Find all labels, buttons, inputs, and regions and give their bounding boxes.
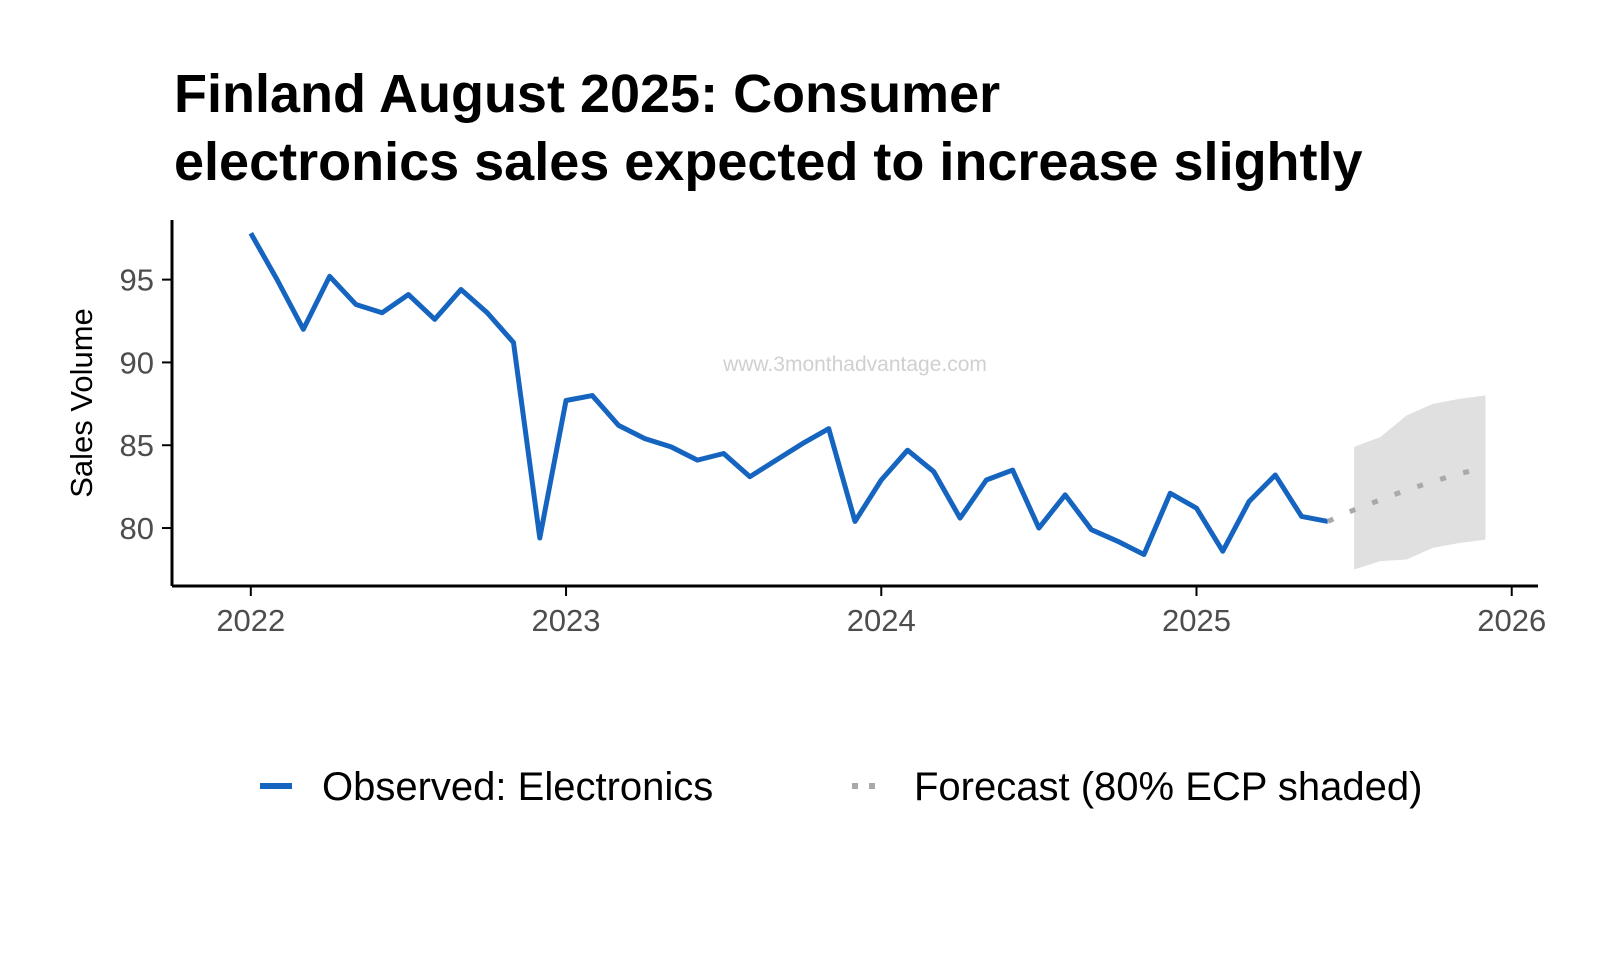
forecast-series-line	[1326, 465, 1486, 524]
forecast-band	[1354, 395, 1486, 570]
legend-label-observed: Observed: Electronics	[322, 765, 713, 809]
x-tick-label: 2026	[1477, 603, 1546, 638]
y-tick-label: 90	[120, 345, 154, 380]
y-tick-label: 80	[120, 511, 154, 546]
chart-title-line-1: Finland August 2025: Consumer	[174, 64, 1000, 124]
observed-series-line	[248, 232, 1329, 558]
y-tick-label: 95	[120, 263, 154, 298]
x-tick-label: 2022	[216, 603, 285, 638]
plot-area	[248, 232, 1486, 570]
x-tick-label: 2025	[1162, 603, 1231, 638]
legend: Observed: Electronics Forecast (80% ECP …	[260, 765, 1422, 809]
legend-item-forecast: Forecast (80% ECP shaded)	[852, 765, 1422, 809]
x-tick-label: 2023	[532, 603, 601, 638]
chart-title-line-2: electronics sales expected to increase s…	[174, 132, 1363, 192]
chart-title: Finland August 2025: Consumer electronic…	[174, 64, 1363, 192]
watermark: www.3monthadvantage.com	[722, 353, 987, 376]
y-axis-title: Sales Volume	[64, 308, 99, 498]
y-tick-label: 85	[120, 428, 154, 463]
legend-label-forecast: Forecast (80% ECP shaded)	[914, 765, 1422, 809]
legend-item-observed: Observed: Electronics	[260, 765, 713, 809]
axes: 2022 2023 2024 2025 2026 80 85 90 95	[120, 220, 1546, 638]
x-tick-label: 2024	[847, 603, 916, 638]
